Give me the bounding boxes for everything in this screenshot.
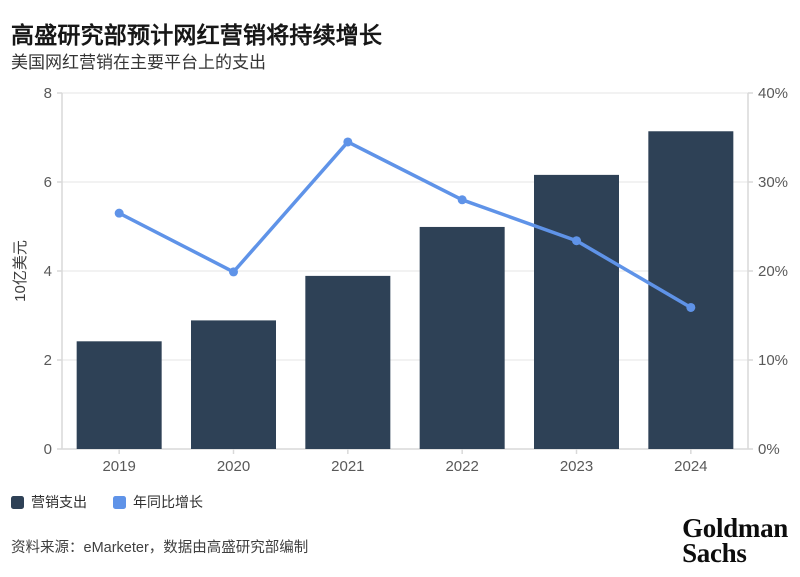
- line-point-2024: [686, 302, 696, 312]
- source-note: 资料来源：eMarketer，数据由高盛研究部编制: [11, 540, 309, 556]
- right-tick-label: 10%: [758, 352, 788, 369]
- line-series-swatch: [113, 495, 126, 509]
- legend-item-marketing-spend: 营销支出: [11, 492, 87, 512]
- influencer-spend-chart-svg: 0 2 4 6 8 0% 10% 20% 30% 40% 2019 2020 2021 2022 2023 2…: [12, 85, 788, 475]
- legend-item-yoy-growth: 年同比增长: [113, 492, 203, 512]
- right-tick-label: 20%: [758, 263, 788, 280]
- page-title: 高盛研究部预计网红营销将持续增长: [11, 22, 383, 48]
- x-tick-label: 2021: [331, 458, 364, 475]
- line-point-2021: [343, 137, 353, 147]
- logo-line-2: Sachs: [682, 538, 747, 569]
- goldman-sachs-logo: Goldman Sachs: [682, 513, 788, 569]
- line-point-2023: [572, 236, 581, 246]
- line-point-2019: [114, 208, 124, 218]
- bar-2019: [76, 341, 162, 449]
- x-tick-label: 2023: [560, 458, 593, 475]
- x-tick-label: 2022: [445, 458, 478, 475]
- right-tick-label: 40%: [758, 85, 788, 102]
- right-tick-label: 30%: [758, 174, 788, 191]
- right-tick-label: 0%: [758, 441, 780, 458]
- left-tick-label: 8: [44, 85, 52, 102]
- x-tick-label: 2019: [102, 458, 135, 475]
- page-subtitle: 美国网红营销在主要平台上的支出: [11, 53, 266, 72]
- bar-2021: [305, 275, 391, 449]
- x-tick-label: 2024: [674, 458, 707, 475]
- chart-area: 0 2 4 6 8 0% 10% 20% 30% 40% 2019 2020 2021 2022 2023 2…: [0, 85, 800, 480]
- line-point-2022: [457, 195, 467, 205]
- left-tick-label: 2: [44, 352, 52, 369]
- left-tick-label: 0: [44, 441, 52, 458]
- left-tick-label: 4: [44, 263, 52, 280]
- logo-line-1: Goldman: [682, 513, 788, 543]
- chart-legend: 营销支出 年同比增长: [11, 492, 203, 512]
- bar-2022: [419, 226, 505, 449]
- x-tick-label: 2020: [217, 458, 250, 475]
- left-axis-title: 10亿美元: [12, 240, 29, 302]
- bar-series-swatch: [11, 495, 24, 509]
- legend-label-yoy-growth: 年同比增长: [133, 494, 203, 510]
- bar-2023: [534, 174, 619, 449]
- yoy-growth-line: [117, 140, 693, 310]
- line-point-2020: [229, 267, 238, 277]
- bar-2020: [191, 320, 276, 449]
- legend-label-marketing-spend: 营销支出: [31, 494, 87, 510]
- left-tick-label: 6: [44, 174, 52, 191]
